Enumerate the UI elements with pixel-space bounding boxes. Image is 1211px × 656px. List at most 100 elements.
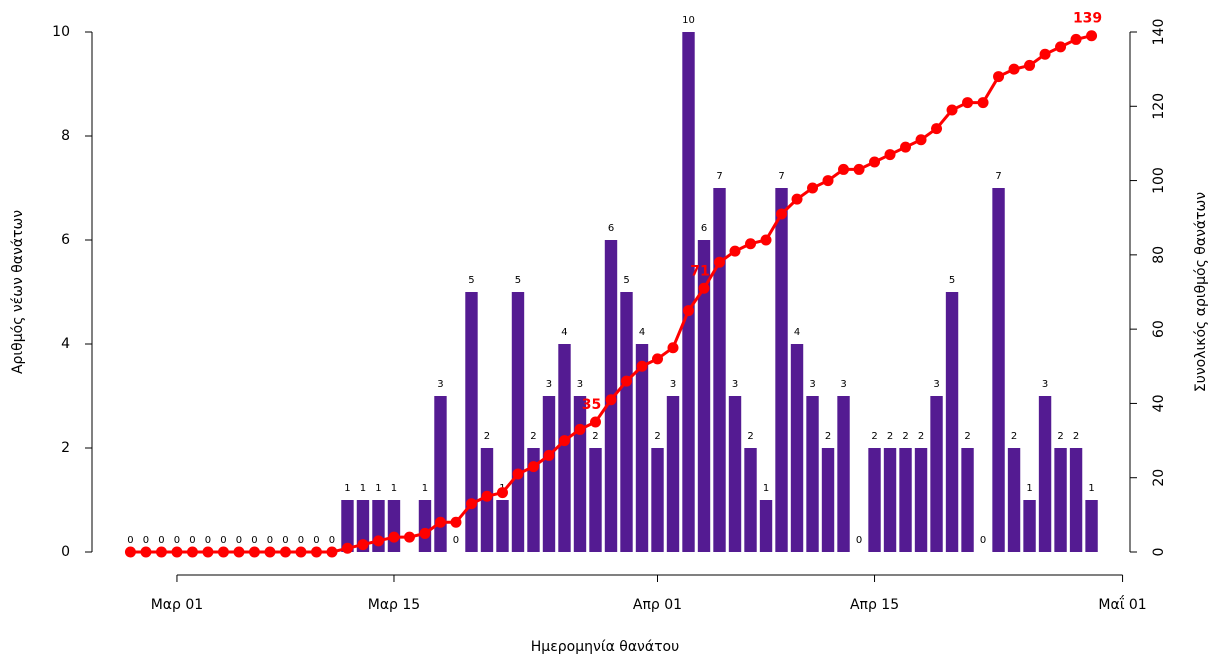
bar	[527, 448, 540, 552]
bar-value-label: 7	[995, 171, 1001, 182]
bar-value-label: 3	[577, 379, 583, 390]
bar-value-label: 0	[453, 535, 459, 546]
bar	[697, 240, 711, 552]
bar-value-label: 2	[918, 431, 924, 442]
y-tick-label: 6	[61, 232, 70, 248]
bar-value-label: 0	[205, 535, 211, 546]
cumulative-point	[838, 163, 850, 175]
cumulative-point	[574, 423, 586, 435]
bar-value-label: 10	[682, 15, 695, 26]
bar	[496, 500, 509, 552]
bar	[542, 396, 556, 552]
cumulative-point	[403, 531, 415, 543]
bar	[728, 396, 742, 552]
bar-value-label: 1	[391, 483, 397, 494]
bar-value-label: 0	[236, 535, 242, 546]
bar	[682, 32, 695, 552]
bar-value-label: 2	[1057, 431, 1063, 442]
cumulative-point	[776, 208, 788, 220]
cumulative-point	[202, 546, 214, 558]
bar	[558, 344, 571, 552]
bar-value-label: 0	[329, 535, 335, 546]
bar-value-label: 3	[732, 379, 738, 390]
bar	[434, 396, 447, 552]
cumulative-point	[1055, 41, 1067, 53]
bar	[666, 396, 680, 552]
y-tick-label: 0	[61, 544, 70, 560]
cumulative-point	[652, 353, 664, 365]
cumulative-point	[589, 416, 601, 428]
bar	[914, 448, 928, 552]
bar	[821, 448, 835, 552]
bar	[945, 292, 959, 552]
cumulative-point	[465, 498, 477, 510]
bar	[868, 448, 881, 552]
bar-value-label: 3	[670, 379, 676, 390]
bar-value-label: 3	[437, 379, 443, 390]
cumulative-point	[217, 546, 229, 558]
cumulative-point	[962, 97, 974, 109]
bar-value-label: 2	[592, 431, 598, 442]
bar	[589, 448, 602, 552]
cumulative-point	[791, 193, 803, 205]
cumulative-point	[698, 282, 710, 294]
bar-value-label: 2	[1011, 431, 1017, 442]
bar	[1054, 448, 1067, 552]
y2-tick-label: 40	[1151, 395, 1167, 413]
bar-value-label: 2	[825, 431, 831, 442]
y-tick-label: 8	[61, 128, 70, 144]
bar-value-label: 2	[902, 431, 908, 442]
y2-tick-label: 120	[1151, 93, 1167, 120]
cumulative-value-label: 35	[582, 397, 601, 413]
cumulative-point	[1024, 59, 1036, 71]
cumulative-point	[434, 516, 446, 528]
bar-value-label: 0	[158, 535, 164, 546]
cumulative-point	[357, 539, 369, 551]
bar-value-label: 0	[189, 535, 195, 546]
bar	[837, 396, 850, 552]
cumulative-point	[388, 531, 400, 543]
bar-value-label: 2	[747, 431, 753, 442]
bar-value-label: 1	[344, 483, 350, 494]
cumulative-point	[341, 542, 353, 554]
bar-value-label: 2	[530, 431, 536, 442]
bar	[1007, 448, 1021, 552]
cumulative-point	[310, 546, 322, 558]
bar	[806, 396, 819, 552]
bar-value-label: 5	[515, 275, 521, 286]
bar-value-label: 2	[484, 431, 490, 442]
cumulative-point	[496, 487, 508, 499]
cumulative-point	[527, 461, 539, 473]
y-axis-label: Αριθμός νέων θανάτων	[10, 210, 26, 374]
bar-value-label: 4	[561, 327, 567, 338]
bar-value-label: 2	[887, 431, 893, 442]
bar	[511, 292, 525, 552]
cumulative-point	[124, 546, 136, 558]
y-tick-label: 4	[61, 336, 70, 352]
cumulative-point	[233, 546, 245, 558]
cumulative-point	[977, 97, 989, 109]
cumulative-point	[760, 234, 772, 246]
bar-value-label: 1	[375, 483, 381, 494]
bar-value-label: 0	[251, 535, 257, 546]
bar	[573, 396, 587, 552]
cumulative-point	[621, 375, 633, 387]
cumulative-point	[1008, 63, 1020, 75]
bar	[744, 448, 757, 552]
bar-value-label: 2	[964, 431, 970, 442]
cumulative-point	[853, 163, 865, 175]
bar-value-label: 7	[716, 171, 722, 182]
cumulative-point	[884, 149, 896, 161]
bar-value-label: 0	[174, 535, 180, 546]
bar-value-label: 0	[267, 535, 273, 546]
bar-value-label: 2	[871, 431, 877, 442]
cumulative-point	[729, 245, 741, 257]
bar	[1038, 396, 1052, 552]
x-tick-label: Μαρ 15	[368, 597, 420, 613]
cumulative-point	[1070, 33, 1082, 45]
cumulative-point	[869, 156, 881, 168]
bar-value-label: 1	[763, 483, 769, 494]
cumulative-point	[931, 123, 943, 135]
cumulative-point	[558, 435, 570, 447]
bar-value-label: 0	[127, 535, 133, 546]
